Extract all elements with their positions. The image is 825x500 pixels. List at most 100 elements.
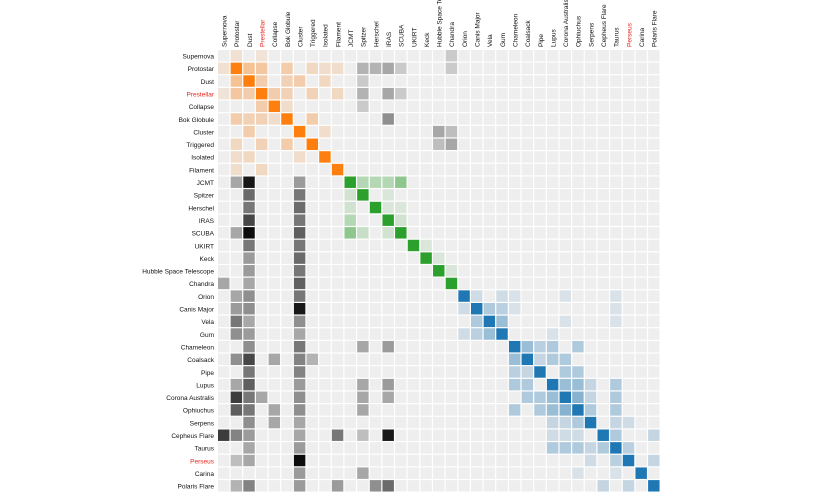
matrix-cell [331,252,344,264]
matrix-cell [471,189,483,201]
matrix-cell [306,340,318,353]
matrix-cell [635,87,647,100]
matrix-cell [471,252,483,264]
matrix-cell [382,214,394,226]
matrix-cell [306,277,318,290]
matrix-cell [534,416,546,429]
matrix-cell [458,416,470,429]
matrix-cell [357,62,369,75]
matrix-cell [559,467,571,479]
matrix-cell [306,163,318,176]
matrix-cell [319,290,331,302]
matrix-cell [407,429,420,441]
matrix-cell [546,176,559,188]
matrix-cell [471,50,483,62]
matrix-cell [546,303,559,315]
row-label: Ophiuchus [183,408,215,415]
matrix-cell [610,429,622,441]
matrix-cell [230,315,243,328]
matrix-cell [255,87,268,100]
matrix-cell [597,151,609,163]
matrix-cell [508,214,521,226]
matrix-cell [597,239,609,252]
matrix-cell [622,340,635,353]
matrix-cell [344,429,356,441]
matrix-cell [319,378,331,391]
matrix-cell [445,214,458,226]
matrix-cell [331,75,344,87]
column-label: Collapse [272,21,279,47]
matrix-cell [521,62,534,75]
matrix-cell [546,239,559,252]
matrix-cell [230,378,243,391]
matrix-cell [420,252,432,264]
matrix-cell [382,252,394,264]
matrix-cell [508,480,521,492]
matrix-cell [521,303,534,315]
matrix-cell [458,480,470,492]
matrix-cell [471,214,483,226]
matrix-cell [597,214,609,226]
matrix-cell [521,340,534,353]
matrix-cell [572,201,584,214]
matrix-cell [471,315,483,328]
matrix-cell [331,277,344,290]
matrix-cell [508,163,521,176]
matrix-cell [395,328,407,340]
matrix-cell [534,252,546,264]
matrix-cell [319,50,331,62]
matrix-cell [496,328,508,340]
matrix-cell [521,239,534,252]
matrix-cell [319,125,331,138]
matrix-cell [230,189,243,201]
matrix-cell [572,265,584,277]
matrix-cell [433,315,445,328]
matrix-cell [407,252,420,264]
matrix-cell [395,366,407,378]
matrix-cell [610,227,622,239]
matrix-cell [433,227,445,239]
matrix-cell [508,50,521,62]
matrix-cell [534,265,546,277]
matrix-cell [496,480,508,492]
matrix-cell [648,328,660,340]
matrix-cell [458,315,470,328]
matrix-cell [622,239,635,252]
row-label: Dust [201,79,215,86]
matrix-cell [319,113,331,125]
matrix-cell [610,366,622,378]
matrix-cell [293,163,306,176]
matrix-cell [521,113,534,125]
matrix-cell [584,189,597,201]
matrix-cell [597,391,609,403]
matrix-cell [369,277,382,290]
matrix-cell [382,303,394,315]
matrix-cell [369,151,382,163]
matrix-cell [255,75,268,87]
matrix-cell [357,138,369,150]
matrix-cell [483,328,496,340]
matrix-cell [471,227,483,239]
matrix-cell [635,163,647,176]
row-label: Polaris Flare [178,484,215,491]
matrix-cell [268,277,281,290]
matrix-cells [218,50,660,492]
matrix-cell [293,50,306,62]
matrix-cell [255,454,268,467]
matrix-cell [521,176,534,188]
matrix-cell [471,454,483,467]
matrix-cell [382,378,394,391]
row-label: Herschel [188,205,214,212]
matrix-cell [268,328,281,340]
matrix-cell [546,416,559,429]
matrix-cell [546,328,559,340]
matrix-cell [407,163,420,176]
matrix-cell [521,429,534,441]
matrix-cell [407,391,420,403]
matrix-cell [597,163,609,176]
matrix-cell [433,100,445,113]
matrix-cell [496,353,508,366]
matrix-cell [622,480,635,492]
matrix-cell [344,252,356,264]
matrix-cell [508,176,521,188]
